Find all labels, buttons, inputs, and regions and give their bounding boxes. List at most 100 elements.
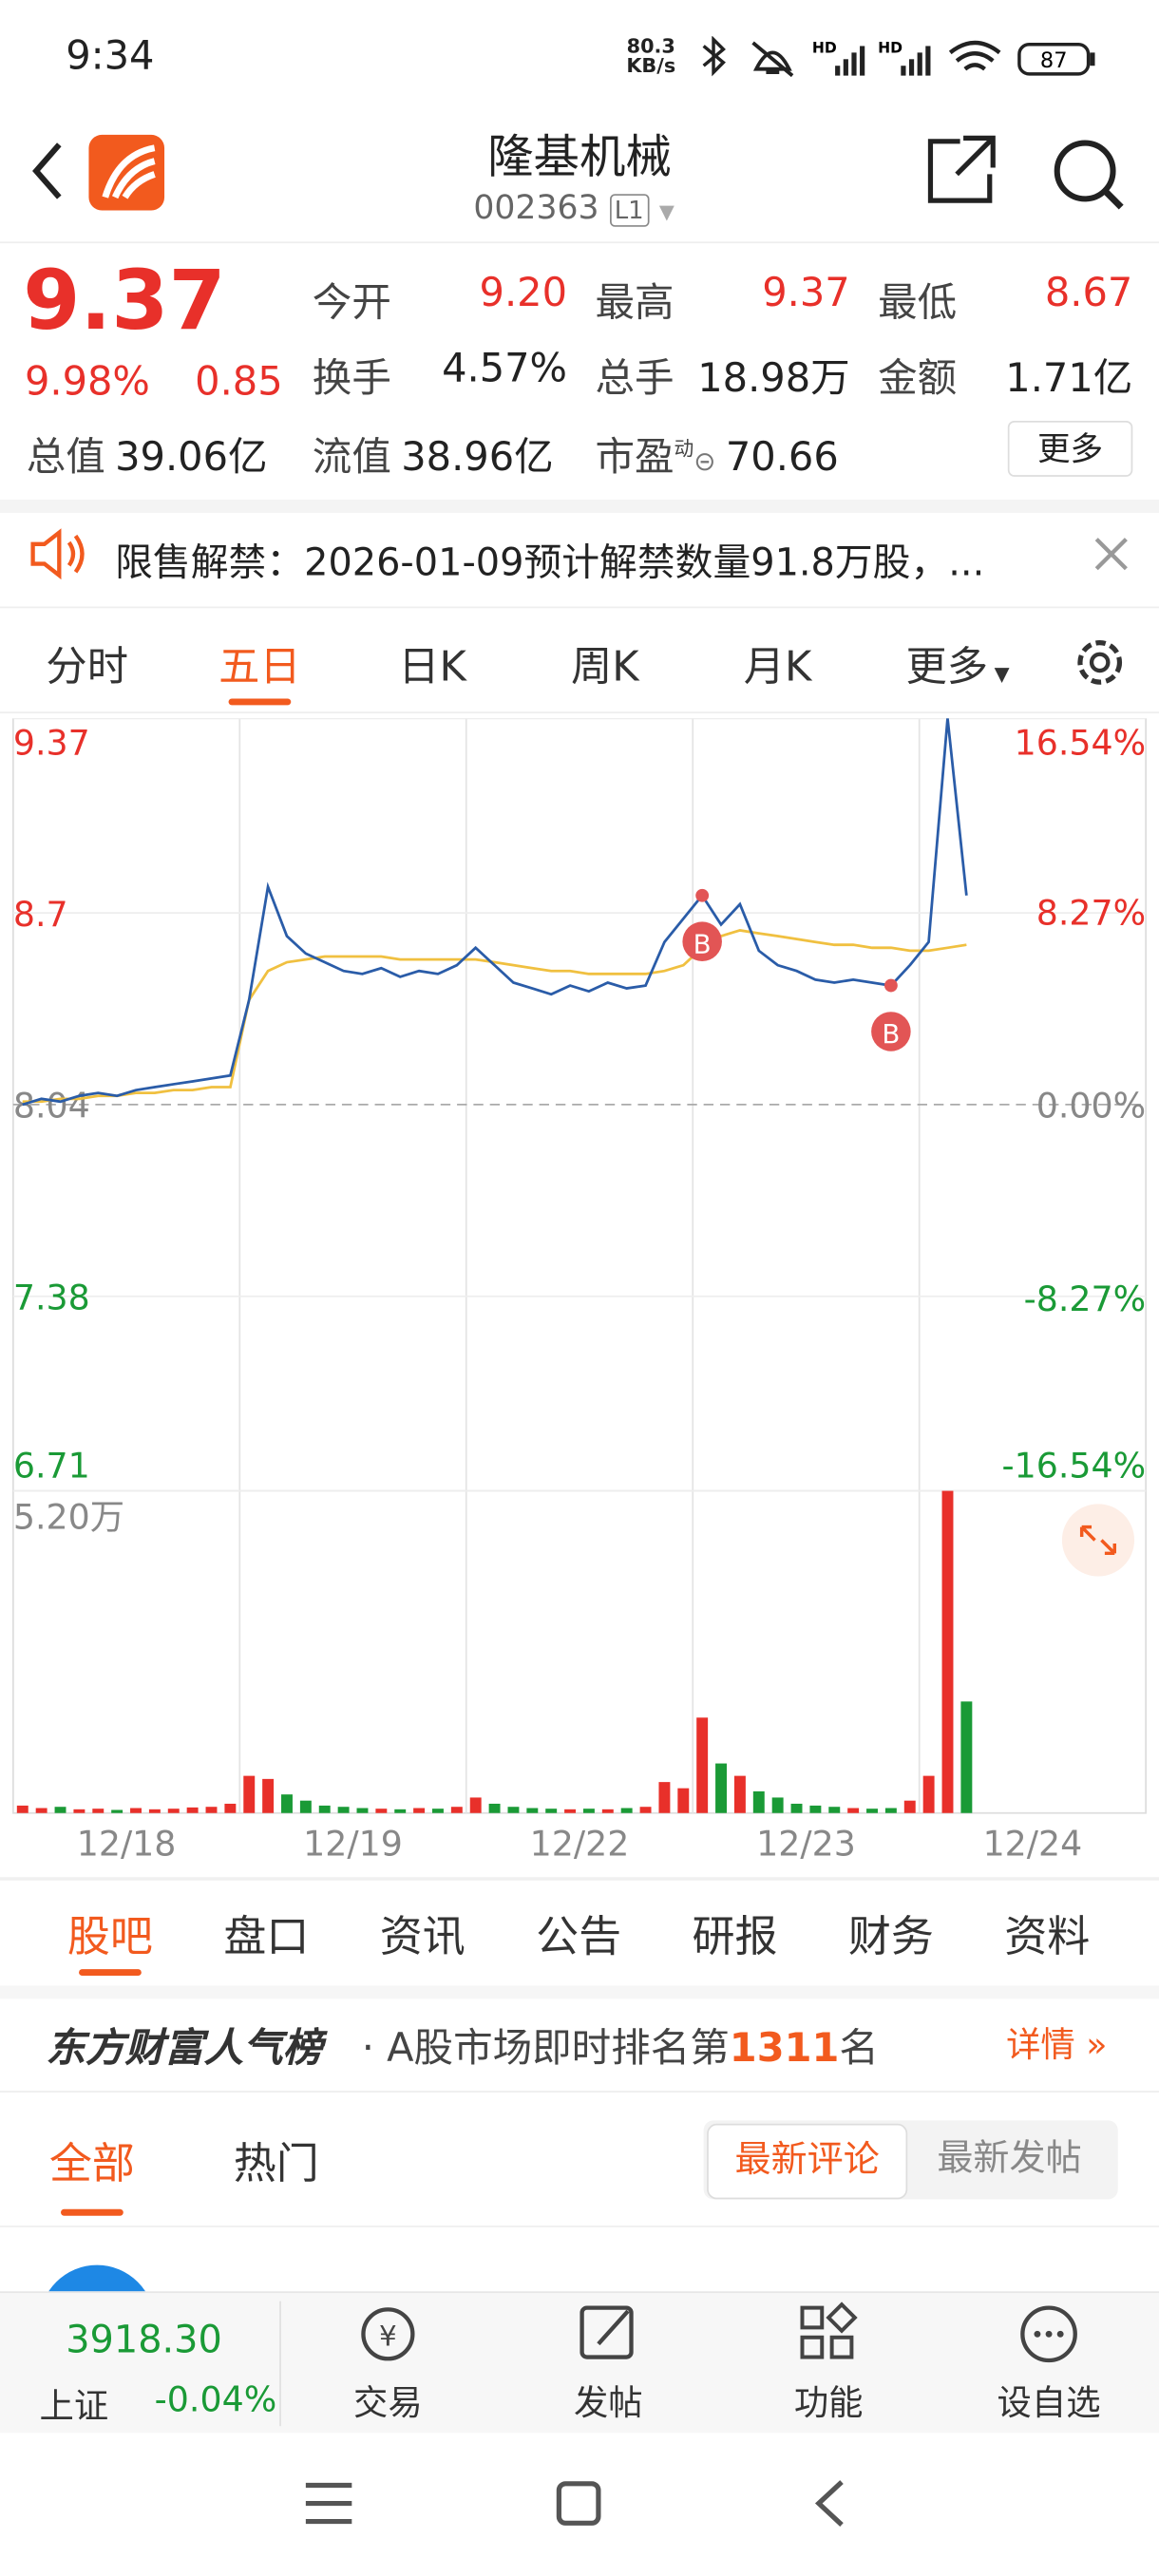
info-icon[interactable]: ⊝ (694, 445, 716, 477)
notice[interactable]: 限售解禁：2026-01-09预计解禁数量91.8万股，... (115, 531, 984, 587)
feed-tab[interactable]: 全部 (48, 2140, 135, 2190)
volume-bar (281, 1794, 293, 1813)
volume-bar (432, 1809, 444, 1813)
volume-bar (733, 1775, 746, 1813)
volume-bar (16, 1805, 28, 1813)
menu-button[interactable] (305, 2482, 352, 2525)
divider (0, 2091, 1159, 2093)
quote-value red: 9.20 (479, 269, 568, 316)
back-button[interactable] (32, 142, 62, 199)
content-tab[interactable]: 财务 (847, 1913, 934, 1963)
back-nav-button[interactable] (814, 2480, 844, 2527)
quote-value: 18.98万 (697, 354, 850, 402)
volume-bar (130, 1808, 142, 1813)
chart-tab[interactable]: 五日 (218, 642, 301, 691)
sort-tab[interactable]: 最新评论 (707, 2123, 908, 2200)
change-pct: 9.98% (24, 358, 150, 405)
volume-tick-label: 5.20万 (13, 1496, 124, 1537)
volume-bar (639, 1807, 652, 1813)
header-left (32, 134, 165, 211)
quote-value: 4.57% (442, 345, 568, 391)
share-button[interactable] (927, 135, 996, 203)
bottom-item[interactable]: 设自选 (997, 2383, 1101, 2423)
expand-icon (1079, 1525, 1117, 1556)
quote-label: 最低 (878, 279, 958, 326)
search-button[interactable] (1054, 140, 1116, 202)
price-line (22, 718, 968, 1107)
volume-bar (243, 1775, 256, 1813)
chart-tab-more: 更多 (905, 642, 989, 691)
x-tick-label: 12/24 (983, 1824, 1083, 1865)
more-button[interactable]: 更多 (1007, 421, 1133, 477)
index-value[interactable]: 3918.30 (66, 2319, 222, 2362)
stat-value: 39.06亿 (115, 433, 268, 481)
trade-badge (682, 921, 722, 961)
content-tab[interactable]: 资讯 (379, 1913, 466, 1963)
volume-bar (620, 1808, 633, 1813)
volume-bar (356, 1808, 369, 1813)
trade-marker (695, 888, 710, 902)
expand-button[interactable] (1061, 1504, 1135, 1577)
net-speed-unit: KB/s (626, 54, 676, 78)
content-tab[interactable]: 公告 (536, 1913, 622, 1963)
status-time: 9:34 (66, 32, 155, 80)
bottom-item[interactable]: 发帖 (573, 2383, 643, 2423)
y2-tick-label: 8.27% (1036, 892, 1146, 933)
volume-bar (394, 1809, 407, 1813)
chart-tab[interactable]: 分时 (46, 642, 128, 691)
volume-bar (941, 1490, 954, 1813)
sort-tab[interactable]: 最新发帖 (937, 2138, 1082, 2180)
volume-bar (809, 1805, 822, 1813)
feed-tab[interactable]: 热门 (233, 2140, 319, 2190)
volume-bar (828, 1807, 841, 1813)
chart-tab[interactable]: 周K (570, 642, 639, 691)
content-tab[interactable]: 资料 (1004, 1913, 1091, 1963)
chart-tab[interactable]: 月K (743, 642, 812, 691)
content-tab[interactable]: 盘口 (223, 1913, 310, 1963)
chart-tab[interactable]: 更多 ▼ (905, 642, 1010, 691)
volume-bar (35, 1808, 48, 1813)
quote-stat: 市盈动⊝ 70.66 (595, 424, 838, 482)
bottom-item[interactable]: 交易 (353, 2383, 423, 2423)
y2-tick-label: -16.54% (1002, 1446, 1147, 1487)
home-button[interactable] (556, 2481, 601, 2526)
ranking-link[interactable]: 详情 » (1006, 2024, 1108, 2065)
quote-label: 最高 (595, 279, 674, 326)
volume-bar (582, 1809, 595, 1813)
x-tick-label: 12/23 (756, 1824, 856, 1865)
notice-text: 2026-01-09预计解禁数量91.8万股，... (304, 542, 985, 586)
ranking-suffix: 名 (839, 2024, 879, 2072)
close-button[interactable] (1092, 534, 1131, 574)
price: 9.37 (23, 253, 226, 349)
volume-bar (884, 1808, 897, 1813)
content-tab[interactable]: 股吧 (66, 1913, 153, 1963)
volume-bar (73, 1809, 86, 1813)
chart-tab[interactable]: 日K (398, 642, 466, 691)
volume-bar (413, 1808, 426, 1813)
quote-stat: 流值 38.96亿 (313, 424, 554, 482)
volume-bar (922, 1775, 935, 1813)
volume-bar (526, 1808, 539, 1813)
volume-bar (186, 1807, 199, 1813)
bottom-item[interactable]: 功能 (793, 2383, 864, 2423)
volume-bar (847, 1808, 860, 1813)
tab-indicator (79, 1969, 142, 1977)
ranking-link-text: 详情 (1006, 2024, 1075, 2065)
ranking-prefix: A股市场即时排名第 (387, 2024, 730, 2072)
signal-label: HD (812, 39, 837, 56)
divider (0, 1877, 1159, 1881)
y-tick-label: 9.37 (13, 722, 90, 763)
divider (0, 2226, 1159, 2227)
quote-value red: 9.37 (762, 269, 850, 316)
stat-value: 38.96亿 (401, 433, 554, 481)
battery-level: 87 (1040, 48, 1068, 73)
content-tab[interactable]: 研报 (692, 1913, 778, 1963)
bottom-icons: ¥ (361, 2301, 1077, 2363)
tab-indicator (228, 698, 292, 706)
volume-bar (148, 1809, 161, 1813)
volume-bar (715, 1763, 728, 1813)
volume-bar (696, 1717, 709, 1813)
volume-bar (564, 1809, 577, 1813)
settings-button[interactable] (1069, 632, 1131, 694)
